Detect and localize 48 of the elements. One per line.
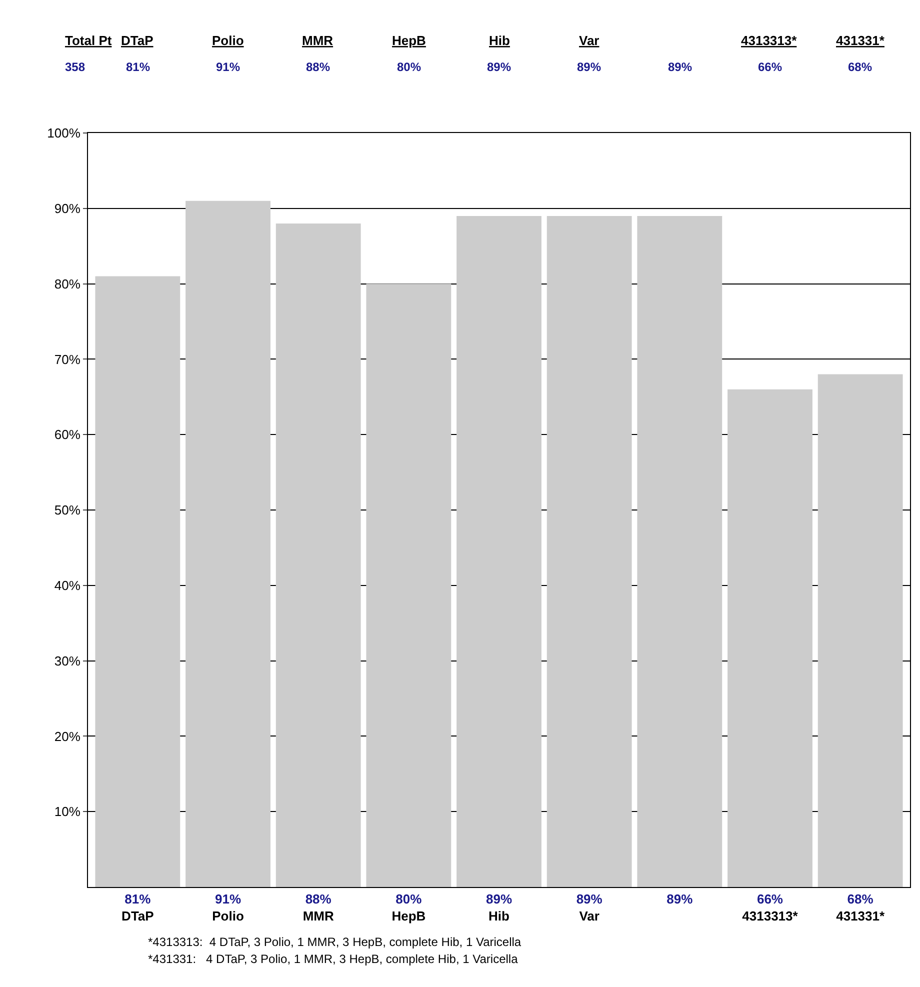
category-label: Var bbox=[579, 33, 600, 48]
text: 89% bbox=[576, 892, 602, 907]
category-label: Hib bbox=[489, 33, 510, 48]
text: 68% bbox=[847, 892, 874, 907]
y-tick-label: 60% bbox=[54, 427, 81, 442]
text: 358 bbox=[65, 60, 86, 74]
x-tick-label: 431331* bbox=[836, 908, 886, 924]
category-label: HepB bbox=[392, 33, 426, 48]
y-tick-label: 20% bbox=[54, 728, 81, 744]
category-label: MMR bbox=[302, 33, 334, 48]
data-label: 91% bbox=[216, 60, 240, 74]
x-tick-label: DTaP bbox=[122, 908, 154, 924]
category-label: 431331* bbox=[836, 33, 884, 48]
y-tick-label: 50% bbox=[54, 502, 81, 518]
category-label: DTaP bbox=[121, 33, 154, 48]
text: 80% bbox=[396, 892, 422, 907]
x-tick-label: Polio bbox=[212, 908, 244, 924]
y-tick-label: 70% bbox=[54, 352, 81, 367]
data-label: 68% bbox=[848, 60, 872, 74]
text: 91% bbox=[214, 892, 242, 907]
text: 89% bbox=[486, 892, 512, 907]
y-tick-label: 90% bbox=[54, 200, 81, 216]
x-tick-label: Hib bbox=[488, 908, 510, 924]
y-tick-label: 100% bbox=[47, 126, 81, 141]
x-tick-label: MMR bbox=[302, 908, 334, 924]
y-tick-label: 10% bbox=[54, 804, 81, 820]
y-tick-label: 40% bbox=[54, 578, 81, 593]
text: 81% bbox=[124, 892, 151, 907]
text: *4313313: 4 DTaP, 3 Polio, 1 MMR, 3 HepB, complete Hib, 1 Varicella bbox=[148, 935, 522, 949]
data-label: 88% bbox=[306, 60, 330, 74]
data-label: 89% bbox=[668, 60, 692, 74]
text: *431331: 4 DTaP, 3 Polio, 1 MMR, 3 HepB, complete Hib, 1 Varicella bbox=[148, 952, 518, 966]
data-label: 81% bbox=[126, 60, 150, 74]
y-tick-label: 80% bbox=[54, 276, 81, 292]
x-tick-label: 4313313* bbox=[742, 908, 799, 924]
y-tick-label: 30% bbox=[54, 653, 81, 668]
x-tick-label: Var bbox=[579, 908, 600, 924]
text: 89% bbox=[666, 892, 693, 907]
text: 66% bbox=[756, 892, 784, 907]
data-label: 89% bbox=[577, 60, 602, 74]
x-tick-label: HepB bbox=[392, 908, 426, 924]
text: Total Pt bbox=[65, 33, 112, 48]
category-label: 4313313* bbox=[741, 33, 797, 48]
text: 88% bbox=[305, 892, 332, 907]
data-label: 89% bbox=[487, 60, 512, 74]
data-label: 80% bbox=[397, 60, 422, 74]
data-label: 66% bbox=[758, 60, 782, 74]
category-label: Polio bbox=[212, 33, 244, 48]
